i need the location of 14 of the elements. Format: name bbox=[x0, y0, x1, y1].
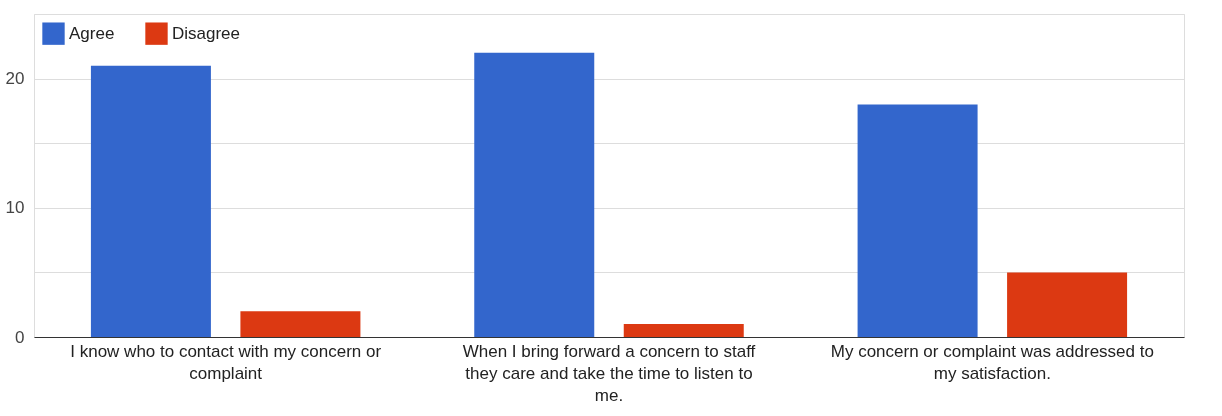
bar bbox=[474, 52, 595, 337]
x-tick-label: When I bring forward a concern to staff they care and take the time to listen to me. bbox=[462, 341, 756, 405]
y-tick-label: 0 bbox=[15, 327, 25, 347]
x-tick-label: My concern or complaint was addressed to my satisfaction. bbox=[830, 341, 1154, 383]
bar bbox=[1007, 272, 1128, 337]
bar bbox=[623, 324, 744, 337]
y-tick-label: 10 bbox=[5, 198, 25, 218]
bar bbox=[857, 104, 978, 337]
legend-label: Disagree bbox=[172, 23, 241, 43]
bar bbox=[240, 311, 361, 337]
y-tick-label: 20 bbox=[5, 69, 25, 89]
x-tick-label: I know who to contact with my concern or complaint bbox=[70, 341, 382, 383]
legend-label: Agree bbox=[69, 23, 115, 43]
bar bbox=[90, 65, 211, 337]
